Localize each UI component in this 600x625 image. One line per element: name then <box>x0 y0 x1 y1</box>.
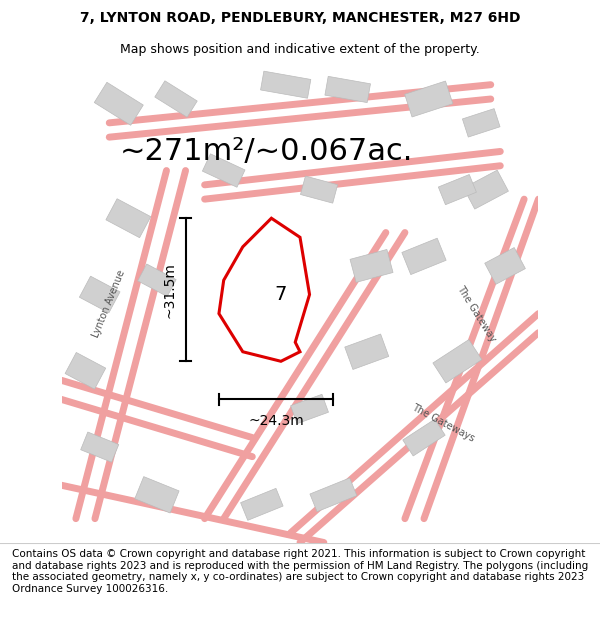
Polygon shape <box>403 419 445 456</box>
Polygon shape <box>404 81 453 117</box>
Polygon shape <box>433 339 482 383</box>
Polygon shape <box>325 76 370 102</box>
Polygon shape <box>155 81 197 118</box>
Polygon shape <box>350 249 393 282</box>
Polygon shape <box>138 264 176 296</box>
Text: Contains OS data © Crown copyright and database right 2021. This information is : Contains OS data © Crown copyright and d… <box>12 549 588 594</box>
Polygon shape <box>65 352 106 389</box>
Text: 7: 7 <box>275 285 287 304</box>
Text: ~271m²/~0.067ac.: ~271m²/~0.067ac. <box>120 137 413 166</box>
Polygon shape <box>439 174 476 205</box>
Polygon shape <box>202 154 245 188</box>
Polygon shape <box>464 170 508 209</box>
Polygon shape <box>106 199 151 238</box>
Text: ~31.5m: ~31.5m <box>162 262 176 318</box>
Polygon shape <box>241 488 283 521</box>
Polygon shape <box>301 176 338 203</box>
Polygon shape <box>402 238 446 274</box>
Text: Lynton Avenue: Lynton Avenue <box>91 269 127 339</box>
Polygon shape <box>290 394 328 424</box>
Text: 7, LYNTON ROAD, PENDLEBURY, MANCHESTER, M27 6HD: 7, LYNTON ROAD, PENDLEBURY, MANCHESTER, … <box>80 11 520 26</box>
Polygon shape <box>94 82 143 125</box>
Polygon shape <box>135 477 179 513</box>
Text: ~24.3m: ~24.3m <box>248 414 304 428</box>
Polygon shape <box>80 432 119 462</box>
Text: The Gateways: The Gateways <box>410 402 476 444</box>
Text: The Gateway: The Gateway <box>455 284 498 344</box>
Polygon shape <box>310 478 357 512</box>
Polygon shape <box>463 109 500 137</box>
Polygon shape <box>485 248 526 284</box>
Polygon shape <box>219 218 310 361</box>
Polygon shape <box>345 334 389 369</box>
Text: Map shows position and indicative extent of the property.: Map shows position and indicative extent… <box>120 42 480 56</box>
Polygon shape <box>79 276 120 313</box>
Polygon shape <box>260 71 311 98</box>
